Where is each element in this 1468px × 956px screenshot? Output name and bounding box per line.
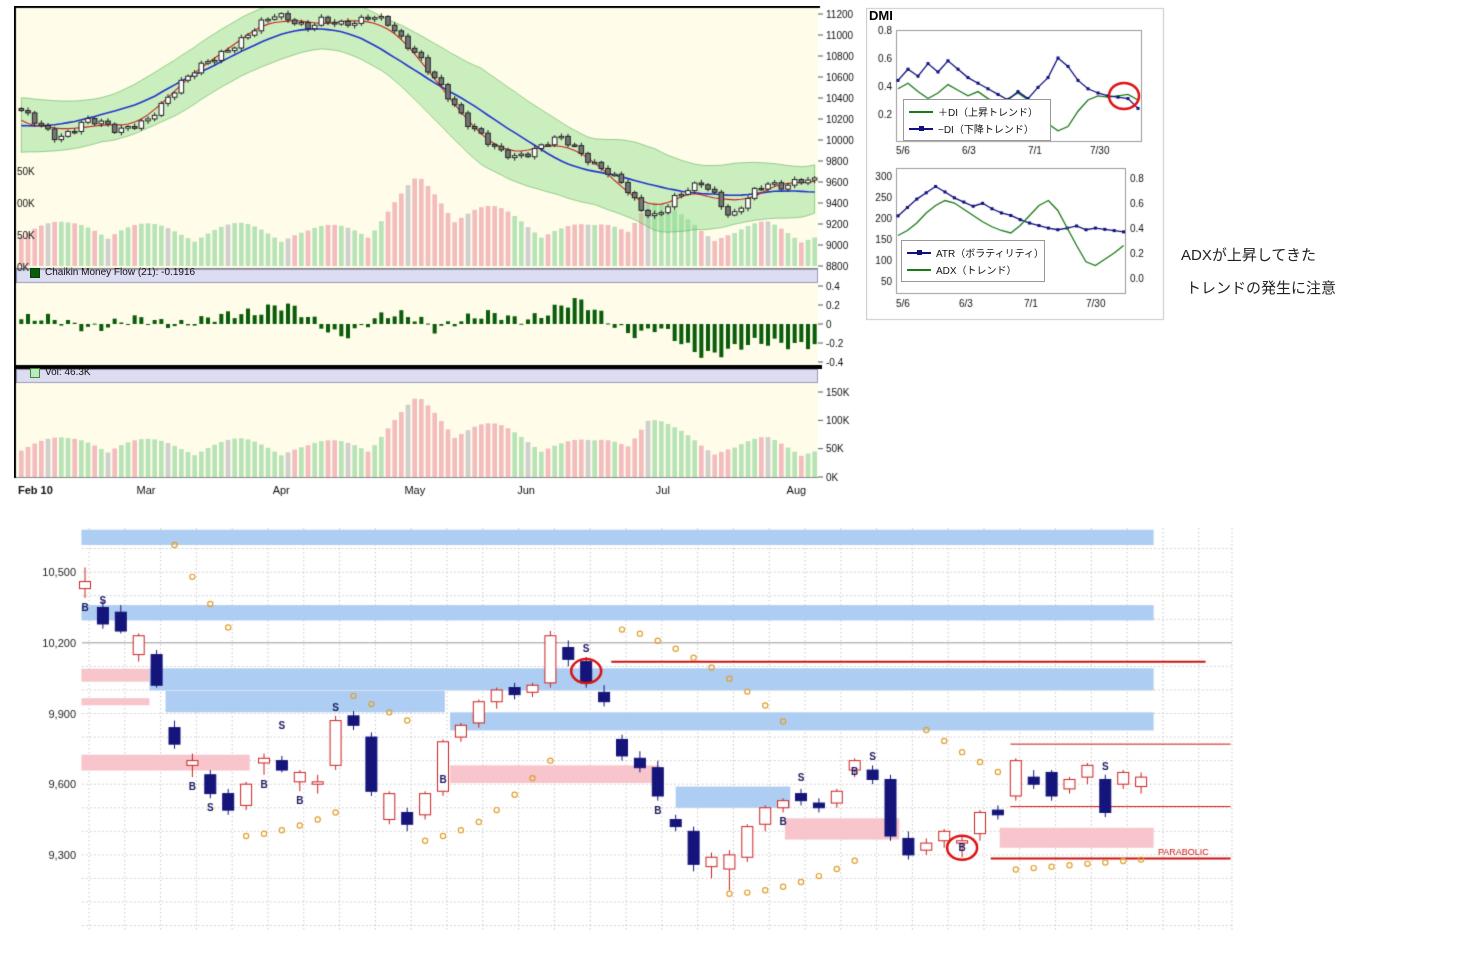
plus-di-line-sample <box>908 107 934 117</box>
atr-adx-legend: ATR（ボラティリティ） ADX（トレンド） <box>901 240 1045 282</box>
adx-label: ADX（トレンド） <box>936 266 1017 277</box>
main-price-chart-canvas <box>14 6 860 498</box>
atr-line-sample <box>906 248 932 258</box>
plus-di-label: ＋DI（上昇トレンド） <box>938 108 1038 119</box>
minus-di-label: −DI（下降トレンド） <box>938 125 1034 136</box>
dmi-panel-title: DMI <box>869 8 893 23</box>
chaikin-legend-icon <box>30 267 40 278</box>
legend-item-plus-di: ＋DI（上昇トレンド） <box>908 103 1046 120</box>
legend-item-adx: ADX（トレンド） <box>906 261 1040 278</box>
legend-item-minus-di: −DI（下降トレンド） <box>908 120 1046 137</box>
adx-line-sample <box>906 265 932 275</box>
legend-item-atr: ATR（ボラティリティ） <box>906 244 1044 261</box>
volume-header-label: Vol: 46.3K <box>45 367 91 378</box>
annotation-trend-warning: トレンドの発生に注意 <box>1186 280 1337 297</box>
parabolic-chart-canvas <box>0 508 1250 956</box>
chaikin-pane-header: Chaikin Money Flow (21): -0.1916 <box>30 266 195 279</box>
dmi-legend: ＋DI（上昇トレンド） −DI（下降トレンド） <box>903 99 1051 141</box>
volume-pane-header: Vol: 46.3K <box>30 366 91 379</box>
chaikin-header-label: Chaikin Money Flow (21): -0.1916 <box>45 267 196 278</box>
annotation-adx-rising: ADXが上昇してきた <box>1181 247 1316 264</box>
volume-legend-icon <box>30 367 40 378</box>
atr-label: ATR（ボラティリティ） <box>936 249 1045 260</box>
minus-di-line-sample <box>908 124 934 134</box>
